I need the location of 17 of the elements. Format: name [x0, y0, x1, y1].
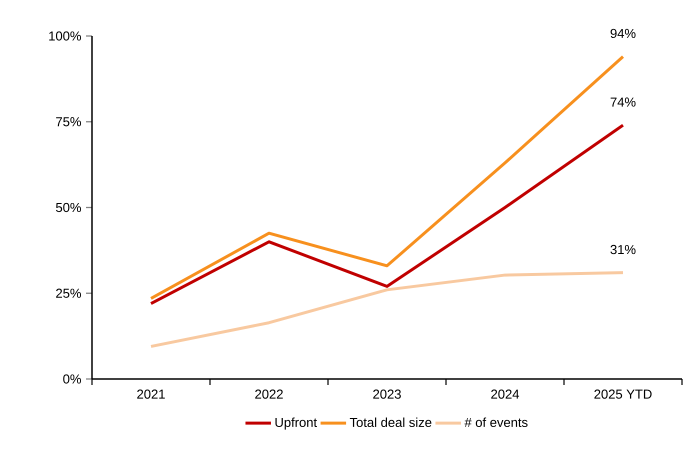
y-tick-label: 0%	[63, 374, 81, 384]
legend-label: # of events	[464, 417, 528, 428]
y-tick-label: 75%	[56, 117, 81, 126]
data-label: 94%	[610, 28, 636, 38]
x-tick-label: 2023	[373, 390, 401, 399]
x-tick-label: 2025 YTD	[594, 390, 652, 399]
legend-label: Upfront	[275, 417, 317, 430]
x-tick-label: 2021	[137, 390, 165, 399]
legend-label: Total deal size	[350, 417, 432, 428]
y-tick-label: 100%	[49, 31, 81, 41]
x-tick-label: 2022	[255, 390, 283, 399]
data-label: 31%	[610, 244, 636, 254]
y-tick-label: 25%	[56, 288, 81, 298]
line-series	[150, 271, 624, 348]
x-tick-label: 2024	[491, 390, 520, 399]
y-tick-label: 50%	[56, 202, 81, 212]
data-label: 74%	[610, 98, 636, 107]
